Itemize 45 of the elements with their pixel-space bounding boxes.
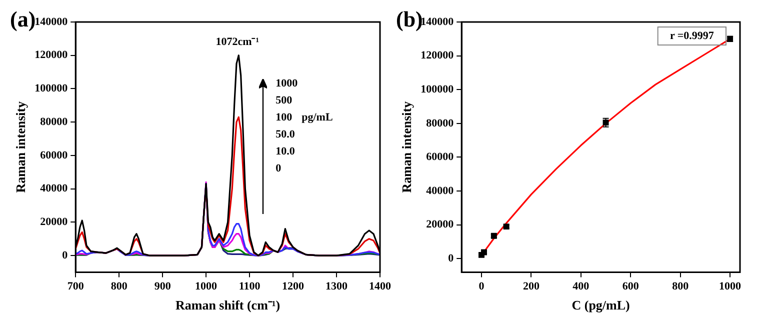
y-tick-label: 120000 <box>34 49 68 62</box>
chart-title: (b) <box>396 6 423 32</box>
y-tick-label: 120000 <box>420 50 454 62</box>
x-tick-label: 1400 <box>369 280 392 293</box>
x-tick-label: 800 <box>672 280 690 293</box>
annotation: 100 <box>276 112 293 124</box>
annotation: 500 <box>276 94 293 107</box>
y-tick-label: 140000 <box>34 16 68 28</box>
x-tick-label: 1200 <box>282 280 305 293</box>
x-tick-label: 400 <box>572 280 590 293</box>
y-tick-label: 60000 <box>40 149 68 162</box>
x-axis-title: Raman shift (cm⁻¹) <box>175 298 280 313</box>
y-tick-label: 20000 <box>40 216 68 228</box>
y-tick-label: 40000 <box>426 184 454 197</box>
annotation: 50.0 <box>276 128 296 141</box>
annotation: 1072cm⁻¹ <box>216 36 260 48</box>
x-tick-label: 0 <box>478 280 485 293</box>
y-tick-label: 80000 <box>426 117 454 130</box>
y-tick-label: 100000 <box>34 82 68 95</box>
chart-title: (a) <box>10 6 36 32</box>
y-tick-label: 20000 <box>426 218 454 231</box>
x-tick-label: 600 <box>622 280 640 293</box>
y-axis-title: Raman intensity <box>13 100 28 193</box>
x-tick-label: 200 <box>522 280 540 293</box>
x-tick-label: 900 <box>154 280 172 293</box>
annotation: 1000 <box>276 78 298 90</box>
x-tick-label: 1100 <box>238 280 261 293</box>
x-tick-label: 1300 <box>326 280 348 293</box>
y-tick-label: 0 <box>62 249 68 262</box>
y-tick-label: 0 <box>448 252 454 265</box>
annotation: r =0.9997 <box>670 30 714 42</box>
y-axis-title: Raman intensity <box>399 100 414 193</box>
y-tick-label: 40000 <box>40 182 68 195</box>
annotation: 10.0 <box>276 146 296 158</box>
x-axis-title: C (pg/mL) <box>572 298 630 313</box>
x-tick-label: 700 <box>67 280 84 293</box>
x-tick-label: 1000 <box>195 280 218 293</box>
y-tick-label: 60000 <box>426 151 454 164</box>
annotation: 0 <box>276 162 282 175</box>
x-tick-label: 800 <box>110 280 128 293</box>
x-tick-label: 1000 <box>719 280 742 293</box>
y-tick-label: 80000 <box>40 116 68 128</box>
y-tick-label: 140000 <box>420 16 454 28</box>
annotation: pg/mL <box>302 112 333 124</box>
y-tick-label: 100000 <box>420 83 454 96</box>
